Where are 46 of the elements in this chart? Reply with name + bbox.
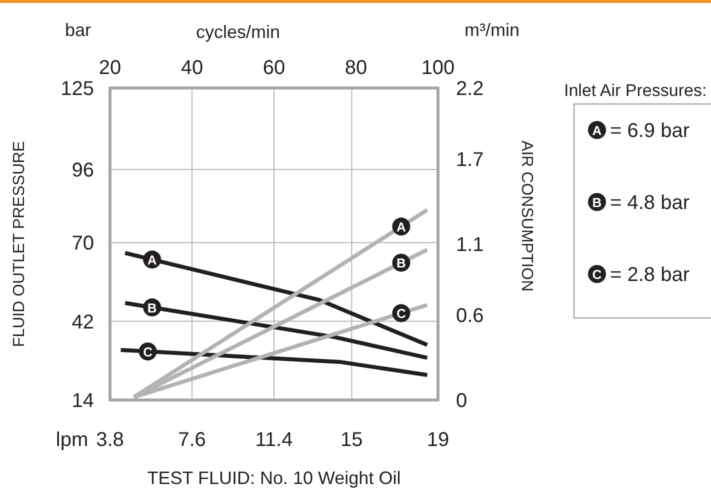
x2-tick-label: 60 (262, 57, 286, 79)
series-label: C (143, 344, 154, 360)
y2-axis-title: AIR CONSUMPTION (518, 140, 535, 292)
text: = 4.8 bar (610, 192, 690, 214)
letter-badge: A (143, 250, 162, 269)
letter-badge: A (588, 121, 606, 139)
series-label: A (396, 220, 407, 235)
y2-tick-label: 0.6 (456, 304, 484, 327)
x-tick-label: 11.4 (255, 429, 293, 451)
y-tick-label: 42 (72, 311, 94, 334)
legend-title: Inlet Air Pressures: (564, 81, 707, 100)
letter-badge: B (143, 298, 162, 316)
x2-axis-title: cycles/min (196, 22, 280, 42)
x2-tick-label: 80 (344, 57, 368, 79)
letter-badge: C (588, 265, 606, 283)
y2-tick-label: 0 (456, 390, 468, 412)
x-axis-title: TEST FLUID: No. 10 Weight Oil (147, 468, 401, 488)
x-tick-label: 19 (426, 429, 450, 451)
y2-tick-label: 1.7 (456, 148, 484, 171)
letter-badge: C (138, 342, 157, 360)
letter-badge: C (392, 304, 410, 322)
y-tick-label: 96 (72, 160, 94, 182)
x2-tick-label: 20 (98, 57, 122, 79)
y2-tick-label: 1.1 (456, 234, 484, 256)
series-label: B (396, 256, 406, 271)
text: = 2.8 bar (610, 264, 690, 286)
x-tick-label: 3.8 (96, 429, 124, 451)
series-label: B (147, 300, 157, 316)
x-tick-label: 7.6 (178, 429, 206, 451)
y-tick-label: 125 (60, 78, 94, 100)
x2-tick-label: 100 (421, 57, 455, 79)
text: bar (64, 20, 92, 40)
text: lpm (56, 429, 88, 451)
y-tick-label: 70 (72, 232, 94, 255)
series-label: A (147, 252, 158, 268)
letter-badge: B (588, 193, 606, 211)
text: = 6.9 bar (610, 120, 690, 142)
x2-tick-label: 40 (180, 57, 204, 79)
letter-badge: B (392, 254, 410, 272)
series-label: C (396, 306, 407, 322)
y-tick-label: 14 (72, 390, 94, 412)
y-axis-title: FLUID OUTLET PRESSURE (11, 141, 28, 347)
letter-badge: A (392, 218, 410, 236)
y2-tick-label: 2.2 (456, 78, 484, 100)
x-tick-label: 15 (340, 429, 363, 451)
text: m³/min (464, 20, 520, 40)
